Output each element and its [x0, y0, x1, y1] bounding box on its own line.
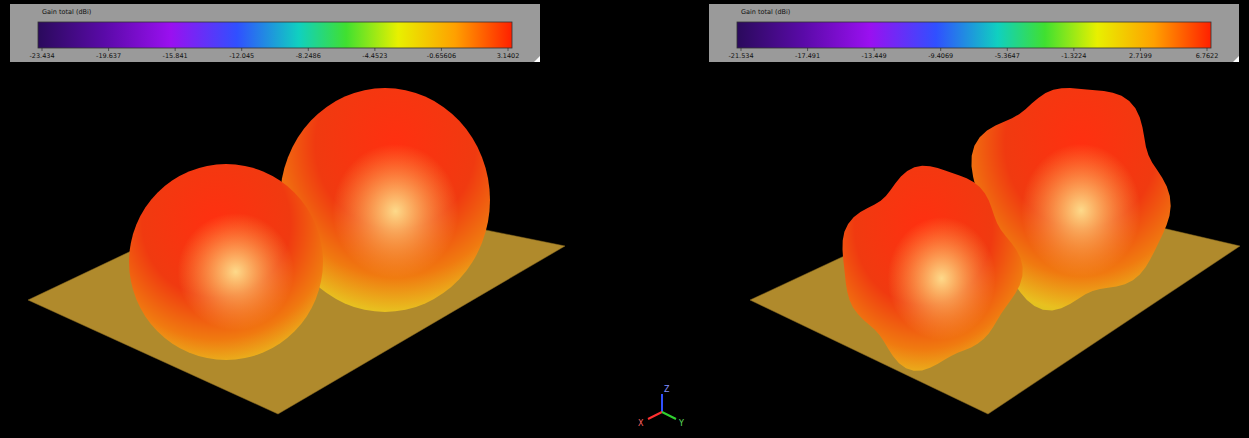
tick-label: -8.2486: [296, 52, 321, 60]
tick-label: -12.045: [229, 52, 254, 60]
tick-mark: [175, 48, 176, 51]
colorbar-box: [709, 4, 1239, 62]
tick-mark: [1140, 48, 1141, 51]
tick-mark: [441, 48, 442, 51]
background: [0, 0, 1249, 438]
tick-mark: [308, 48, 309, 51]
canvas: Gain total (dBi) -23.434 -19.637 -15.841 -12…: [0, 0, 1249, 438]
tick-mark: [508, 48, 509, 51]
colorbar-title: Gain total (dBi): [42, 8, 91, 16]
tick-label: -23.434: [29, 52, 54, 60]
panel: Gain total (dBi) -21.534 -17.491 -13.449 -9.…: [709, 4, 1240, 414]
tick-mark: [1207, 48, 1208, 51]
tick-mark: [807, 48, 808, 51]
tick-mark: [1073, 48, 1074, 51]
tick-label: -5.3647: [995, 52, 1020, 60]
triad-x: [648, 412, 662, 419]
tick-label: -17.491: [795, 52, 820, 60]
tick-label: -0.65606: [427, 52, 456, 60]
triad-label: Y: [678, 419, 684, 428]
lobe: [129, 164, 323, 360]
tick-label: -15.841: [163, 52, 188, 60]
lobe-highlight: [129, 164, 323, 360]
tick-mark: [108, 48, 109, 51]
tick-label: 3.1402: [497, 52, 520, 60]
tick-mark: [874, 48, 875, 51]
triad-y: [662, 412, 676, 419]
colorbar: [38, 22, 512, 48]
triad-label: Z: [664, 385, 670, 394]
triad-label: X: [638, 419, 644, 428]
tick-label: -1.3224: [1061, 52, 1086, 60]
lobe-highlight: [843, 166, 1023, 371]
colorbar: [737, 22, 1211, 48]
colorbar-title: Gain total (dBi): [741, 8, 790, 16]
tick-label: -19.637: [96, 52, 121, 60]
lobe: [843, 166, 1023, 371]
tick-mark: [42, 48, 43, 51]
triad-z: [661, 394, 663, 412]
tick-label: 2.7199: [1129, 52, 1152, 60]
tick-mark: [241, 48, 242, 51]
resize-corner: [1233, 56, 1239, 62]
tick-mark: [940, 48, 941, 51]
axis-triad: Z X Y: [638, 385, 684, 428]
tick-label: -4.4523: [362, 52, 387, 60]
tick-mark: [1007, 48, 1008, 51]
panel: Gain total (dBi) -23.434 -19.637 -15.841 -12…: [10, 4, 565, 414]
colorbar-box: [10, 4, 540, 62]
resize-corner: [534, 56, 540, 62]
tick-label: 6.7622: [1196, 52, 1219, 60]
tick-mark: [741, 48, 742, 51]
tick-label: -9.4069: [928, 52, 953, 60]
tick-mark: [374, 48, 375, 51]
tick-label: -13.449: [862, 52, 887, 60]
tick-label: -21.534: [728, 52, 753, 60]
